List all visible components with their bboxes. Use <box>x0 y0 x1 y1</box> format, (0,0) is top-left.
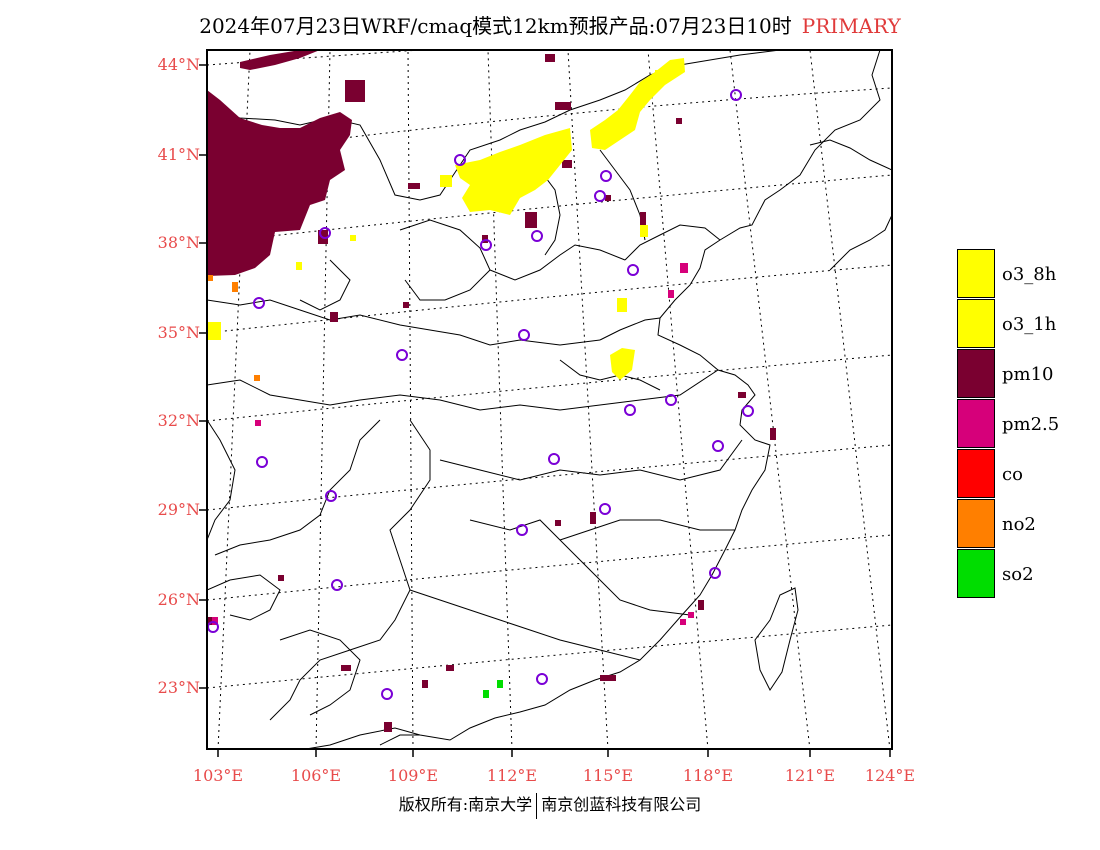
legend-swatch-no2 <box>957 499 995 548</box>
lon-label-112e: 112°E <box>486 766 538 785</box>
lat-label-41n: 41°N <box>157 145 200 164</box>
lat-label-32n: 32°N <box>157 411 200 430</box>
legend-swatch-o3-1h <box>957 299 995 348</box>
lon-label-106e: 106°E <box>290 766 342 785</box>
legend-label-so2: so2 <box>1002 564 1034 585</box>
legend-label-no2: no2 <box>1002 514 1036 535</box>
lon-label-115e: 115°E <box>582 766 634 785</box>
pm10-region <box>207 50 776 732</box>
legend-swatch-pm25 <box>957 399 995 448</box>
legend-swatch-co <box>957 449 995 498</box>
legend-label-o3-1h: o3_1h <box>1002 314 1057 335</box>
legend-label-o3-8h: o3_8h <box>1002 264 1057 285</box>
so2-spots <box>483 680 503 698</box>
legend-swatch-so2 <box>957 549 995 598</box>
o3-region <box>207 58 685 380</box>
no2-spots <box>207 275 260 381</box>
lat-label-26n: 26°N <box>157 590 200 609</box>
lat-label-44n: 44°N <box>157 55 200 74</box>
legend-label-pm10: pm10 <box>1002 364 1054 385</box>
title-main: 2024年07月23日WRF/cmaq模式12km预报产品:07月23日10时 <box>199 14 792 38</box>
lon-label-118e: 118°E <box>682 766 734 785</box>
lon-label-109e: 109°E <box>387 766 439 785</box>
map-frame <box>206 49 893 750</box>
credit-left: 版权所有:南京大学 <box>398 795 533 814</box>
lat-label-35n: 35°N <box>157 323 200 342</box>
pm25-spots <box>212 263 694 625</box>
station-markers <box>207 89 754 700</box>
title-pollutant-tag: PRIMARY <box>801 14 901 38</box>
credit-separator <box>536 792 538 819</box>
copyright-credit: 版权所有:南京大学 南京创蓝科技有限公司 <box>0 791 1100 819</box>
lat-label-38n: 38°N <box>157 233 200 252</box>
lat-label-23n: 23°N <box>157 678 200 697</box>
credit-right: 南京创蓝科技有限公司 <box>541 795 702 814</box>
legend-swatch-o3-8h <box>957 249 995 298</box>
axis-ticks <box>199 64 891 757</box>
lon-label-124e: 124°E <box>864 766 916 785</box>
lat-label-29n: 29°N <box>157 500 200 519</box>
lon-label-121e: 121°E <box>784 766 836 785</box>
lon-label-103e: 103°E <box>192 766 244 785</box>
legend-label-pm25: pm2.5 <box>1002 414 1060 435</box>
map-title: 2024年07月23日WRF/cmaq模式12km预报产品:07月23日10时 P… <box>0 10 1100 39</box>
legend-swatch-pm10 <box>957 349 995 398</box>
legend-label-co: co <box>1002 464 1023 485</box>
